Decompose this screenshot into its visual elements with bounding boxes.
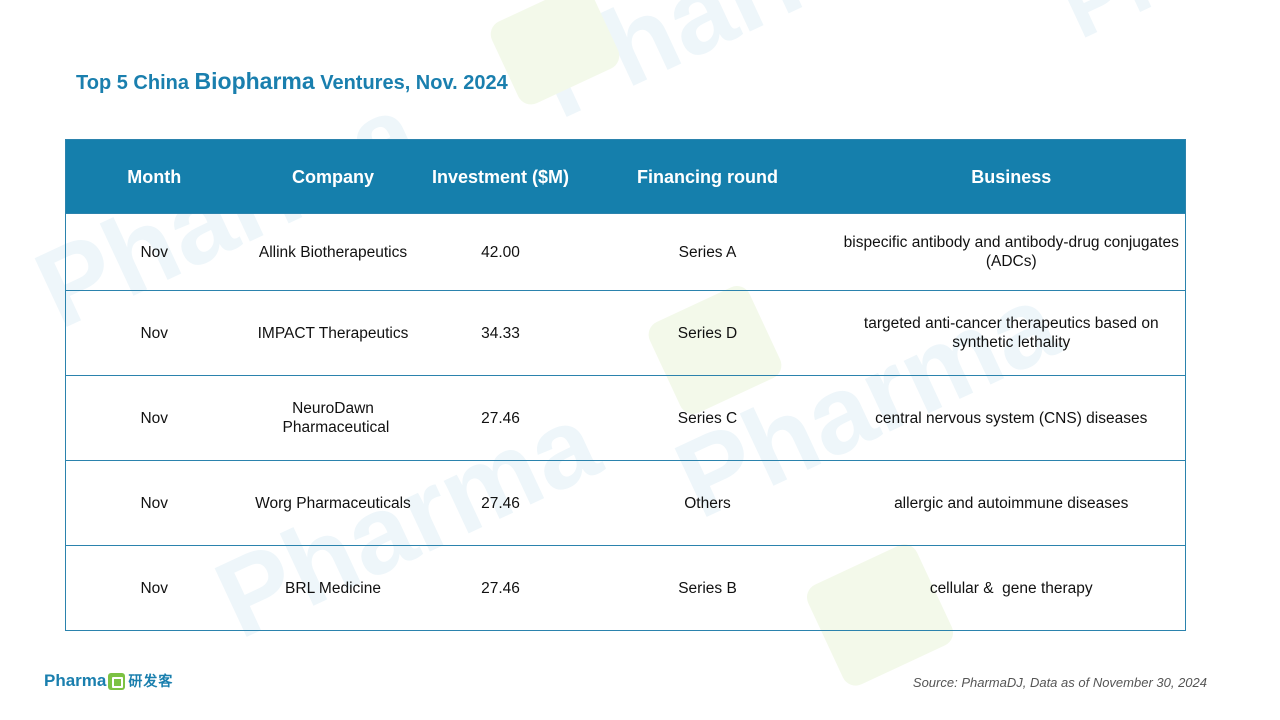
cell-company: NeuroDawn Pharmaceutical — [242, 375, 424, 461]
table-row: Nov NeuroDawn Pharmaceutical 27.46 Serie… — [65, 375, 1186, 461]
source-note: Source: PharmaDJ, Data as of November 30… — [912, 675, 1207, 690]
cell-company: BRL Medicine — [242, 545, 424, 631]
cell-month: Nov — [65, 375, 243, 461]
cell-round: Series C — [577, 375, 838, 461]
cell-company: Allink Biotherapeutics — [242, 213, 424, 291]
cell-month: Nov — [65, 290, 243, 376]
cell-investment: 27.46 — [423, 460, 578, 546]
cell-business: targeted anti-cancer therapeutics based … — [837, 290, 1186, 376]
page-title: Top 5 China Biopharma Ventures, Nov. 202… — [76, 68, 508, 95]
title-emphasis: Biopharma — [194, 68, 315, 94]
cell-business: bispecific antibody and antibody-drug co… — [837, 213, 1186, 291]
logo-d-icon — [108, 672, 126, 690]
cell-month: Nov — [65, 460, 243, 546]
header-business: Business — [837, 139, 1186, 214]
cell-investment: 34.33 — [423, 290, 578, 376]
title-prefix: Top 5 China — [76, 72, 195, 94]
header-company: Company — [242, 139, 424, 214]
cell-business: allergic and autoimmune diseases — [837, 460, 1186, 546]
cell-round: Series B — [577, 545, 838, 631]
cell-investment: 27.46 — [423, 545, 578, 631]
svg-text:Pharma: Pharma — [518, 0, 936, 142]
cell-business: central nervous system (CNS) diseases — [837, 375, 1186, 461]
table-row: Nov Allink Biotherapeutics 42.00 Series … — [65, 213, 1186, 291]
logo-brand-text: Pharma — [44, 671, 107, 690]
cell-company: IMPACT Therapeutics — [242, 290, 424, 376]
pharmadj-logo: Pharma 研发客 — [44, 670, 173, 692]
cell-investment: 42.00 — [423, 213, 578, 291]
cell-month: Nov — [65, 545, 243, 631]
header-investment: Investment ($M) — [423, 139, 578, 214]
logo-chinese-text: 研发客 — [128, 673, 174, 689]
svg-text:Pharma: Pharma — [1046, 0, 1280, 58]
table-row: Nov BRL Medicine 27.46 Series B cellular… — [65, 545, 1186, 631]
header-financing-round: Financing round — [577, 139, 838, 214]
cell-business: cellular & gene therapy — [837, 545, 1186, 631]
ventures-table: Month Company Investment ($M) Financing … — [65, 139, 1186, 631]
cell-company: Worg Pharmaceuticals — [242, 460, 424, 546]
cell-investment: 27.46 — [423, 375, 578, 461]
cell-round: Others — [577, 460, 838, 546]
table-row: Nov Worg Pharmaceuticals 27.46 Others al… — [65, 460, 1186, 546]
cell-month: Nov — [65, 213, 243, 291]
cell-round: Series A — [577, 213, 838, 291]
title-suffix: Ventures, Nov. 2024 — [314, 72, 508, 94]
table-header-row: Month Company Investment ($M) Financing … — [65, 139, 1186, 214]
table-row: Nov IMPACT Therapeutics 34.33 Series D t… — [65, 290, 1186, 376]
header-month: Month — [65, 139, 243, 214]
cell-round: Series D — [577, 290, 838, 376]
